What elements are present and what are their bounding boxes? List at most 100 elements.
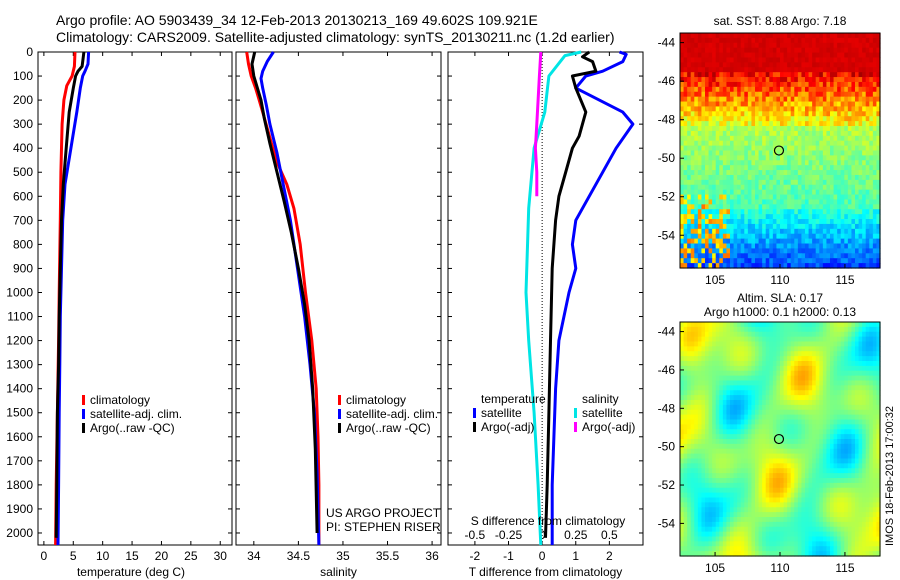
sst-cell bbox=[772, 228, 778, 235]
sst-cell bbox=[837, 81, 842, 88]
sst-cell bbox=[847, 204, 853, 210]
sla-cell bbox=[840, 487, 845, 494]
sla-cell bbox=[680, 336, 685, 343]
sst-cell bbox=[726, 160, 731, 166]
sla-cell bbox=[812, 375, 817, 382]
sst-cell bbox=[758, 228, 763, 235]
sla-cell bbox=[705, 492, 710, 499]
sst-cell bbox=[837, 243, 842, 250]
sla-cell bbox=[844, 375, 849, 382]
sst-cell bbox=[744, 81, 749, 88]
sla-cell bbox=[747, 487, 753, 494]
sst-cell bbox=[740, 228, 745, 235]
sst-cell bbox=[819, 96, 824, 103]
sla-cell bbox=[847, 346, 853, 352]
sla-cell bbox=[837, 434, 842, 440]
sst-cell bbox=[701, 101, 706, 108]
sst-cell bbox=[697, 170, 703, 176]
sst-cell bbox=[694, 174, 699, 181]
sst-cell bbox=[690, 130, 695, 137]
sst-cell bbox=[705, 42, 710, 49]
sst-cell bbox=[819, 233, 824, 240]
sst-cell bbox=[840, 184, 845, 191]
sst-cell bbox=[790, 209, 795, 215]
sst-cell bbox=[822, 214, 828, 220]
sst-cell bbox=[758, 243, 763, 250]
sla-cell bbox=[737, 361, 742, 367]
sla-cell bbox=[851, 473, 856, 479]
sst-cell bbox=[830, 199, 835, 205]
sst-cell bbox=[733, 248, 738, 254]
sst-cell bbox=[826, 194, 831, 201]
sla-cell bbox=[740, 346, 745, 352]
sst-cell bbox=[715, 233, 720, 240]
sst-cell bbox=[776, 238, 781, 245]
sst-cell bbox=[801, 214, 806, 220]
sst-cell bbox=[683, 155, 688, 161]
sst-cell bbox=[847, 72, 853, 78]
sst-cell bbox=[683, 140, 688, 147]
sla-cell bbox=[737, 331, 742, 338]
sst-cell bbox=[787, 238, 792, 245]
sst-cell bbox=[822, 121, 828, 127]
sla-cell bbox=[776, 424, 781, 430]
sst-cell bbox=[755, 86, 760, 93]
sla-cell bbox=[822, 443, 828, 450]
sla-cell bbox=[787, 448, 792, 455]
sla-cell bbox=[787, 390, 792, 396]
sst-cell bbox=[840, 106, 845, 112]
sst-cell bbox=[787, 52, 792, 59]
sst-cell bbox=[747, 67, 753, 73]
sst-cell bbox=[755, 47, 760, 54]
sst-cell bbox=[765, 179, 770, 186]
sla-cell bbox=[847, 365, 853, 372]
sst-cell bbox=[712, 106, 717, 112]
sst-cell bbox=[826, 170, 831, 176]
sla-cell bbox=[730, 424, 735, 430]
sst-cell bbox=[751, 77, 756, 83]
sst-cell bbox=[876, 228, 881, 235]
sla-cell bbox=[869, 414, 874, 421]
sla-cell bbox=[851, 336, 856, 343]
sst-cell bbox=[683, 67, 688, 73]
sla-cell bbox=[808, 448, 813, 455]
sst-cell bbox=[747, 165, 753, 171]
sst-cell bbox=[730, 33, 735, 39]
sla-cell bbox=[733, 365, 738, 372]
sla-cell bbox=[747, 453, 753, 460]
sst-cell bbox=[826, 189, 831, 196]
sla-cell bbox=[697, 468, 703, 474]
sst-cell bbox=[705, 111, 710, 117]
sst-cell bbox=[769, 67, 774, 73]
sst-cell bbox=[833, 233, 838, 240]
sla-cell bbox=[683, 370, 688, 377]
sst-cell bbox=[772, 194, 778, 201]
sst-cell bbox=[680, 135, 685, 142]
sla-cell bbox=[722, 492, 728, 499]
sla-cell bbox=[783, 448, 788, 455]
sst-cell bbox=[865, 160, 870, 166]
sst-cell bbox=[776, 77, 781, 83]
sst-cell bbox=[812, 121, 817, 127]
sst-cell bbox=[701, 140, 706, 147]
sla-cell bbox=[747, 414, 753, 421]
sst-cell bbox=[683, 174, 688, 181]
sst-cell bbox=[687, 52, 692, 59]
sst-cell bbox=[869, 258, 874, 264]
sla-cell bbox=[751, 492, 756, 499]
sst-cell bbox=[755, 121, 760, 127]
sla-cell bbox=[858, 439, 863, 445]
sla-cell bbox=[730, 336, 735, 343]
sst-cell bbox=[715, 77, 720, 83]
sst-cell bbox=[737, 209, 742, 215]
sla-cell bbox=[712, 482, 717, 489]
sst-cell bbox=[715, 194, 720, 201]
sla-cell bbox=[687, 453, 692, 460]
sst-cell bbox=[805, 238, 810, 245]
sla-cell bbox=[772, 370, 778, 377]
sla-cell bbox=[776, 487, 781, 494]
sla-cell bbox=[715, 487, 720, 494]
sla-cell bbox=[758, 322, 763, 328]
sla-cell bbox=[855, 365, 860, 372]
sst-cell bbox=[708, 47, 713, 54]
